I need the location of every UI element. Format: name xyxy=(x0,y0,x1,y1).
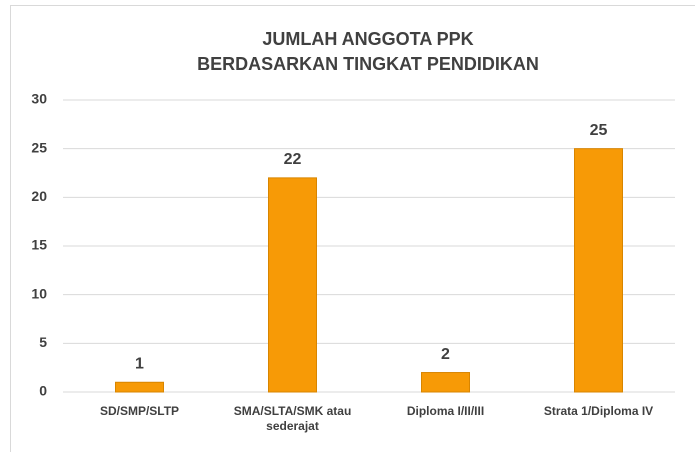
data-label: 1 xyxy=(135,355,144,372)
y-tick-label: 20 xyxy=(31,188,47,204)
bar xyxy=(421,372,470,393)
y-tick-label: 15 xyxy=(31,237,47,253)
x-tick-label: SMA/SLTA/SMK atau sederajat xyxy=(233,404,352,433)
chart-title: BERDASARKAN TINGKAT PENDIDIKAN xyxy=(197,54,539,74)
bar xyxy=(115,381,164,393)
data-label: 25 xyxy=(590,122,608,139)
bar xyxy=(574,148,623,393)
x-tick-label: Diploma I/II/III xyxy=(406,404,485,418)
chart-title: JUMLAH ANGGOTA PPK xyxy=(262,29,473,49)
y-tick-label: 0 xyxy=(39,383,47,399)
x-tick-label: SD/SMP/SLTP xyxy=(99,404,180,418)
y-tick-label: 25 xyxy=(31,139,47,155)
y-tick-label: 5 xyxy=(39,334,47,350)
data-label: 2 xyxy=(441,346,450,363)
y-tick-label: 30 xyxy=(31,91,47,107)
y-tick-label: 10 xyxy=(31,285,47,301)
bar xyxy=(268,177,317,393)
x-tick-label: Strata 1/Diploma IV xyxy=(543,404,654,418)
data-label: 22 xyxy=(284,151,302,168)
